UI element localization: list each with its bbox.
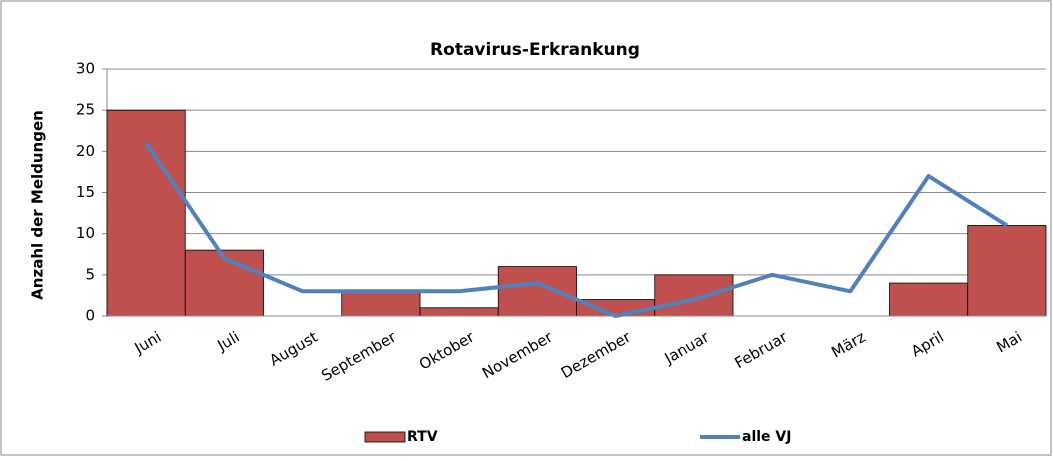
bar xyxy=(967,225,1047,317)
y-tick-label: 20 xyxy=(76,142,95,160)
y-tick-label: 15 xyxy=(76,183,95,201)
bar xyxy=(341,290,421,317)
legend-label: alle VJ xyxy=(742,429,791,445)
bar xyxy=(497,266,577,317)
bar xyxy=(184,249,264,317)
bar xyxy=(419,307,499,317)
y-tick-label: 5 xyxy=(85,265,95,283)
bar xyxy=(576,299,656,317)
y-tick-label: 0 xyxy=(85,307,95,325)
y-tick-label: 10 xyxy=(76,224,95,242)
line xyxy=(144,141,1008,318)
chart-title: Rotavirus-Erkrankung xyxy=(430,40,640,60)
y-axis-label: Anzahl der Meldungen xyxy=(29,110,47,300)
legend-label: RTV xyxy=(407,429,438,445)
bar xyxy=(106,109,186,317)
y-tick-label: 30 xyxy=(76,60,95,78)
y-tick-label: 25 xyxy=(76,101,95,119)
bar xyxy=(654,274,734,317)
bar xyxy=(889,282,969,317)
legend-swatch xyxy=(364,431,406,443)
